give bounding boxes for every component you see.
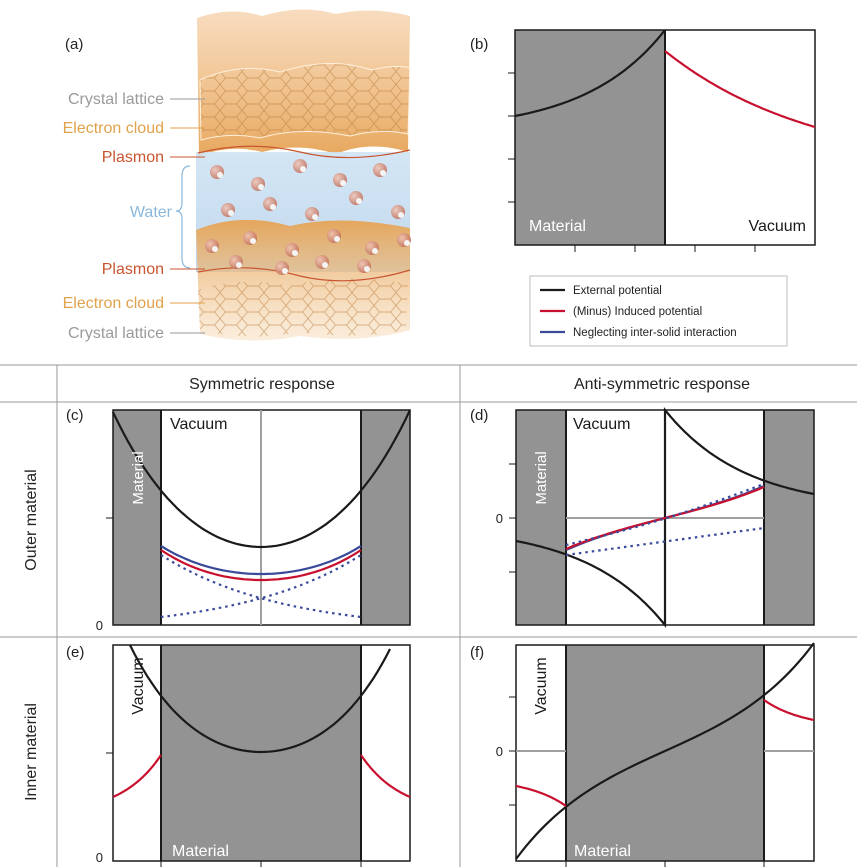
panel-c-material-left (113, 410, 161, 625)
water-molecule-hydrogen (282, 268, 288, 274)
water-molecule-hydrogen (258, 184, 264, 190)
legend-box (529, 275, 788, 347)
panel-e-induced-right (360, 754, 411, 798)
panel-d-neglect-dotted-lower (565, 526, 765, 557)
bottom-plasmon-line (197, 267, 411, 282)
top-plasmon-line (197, 145, 411, 159)
panel-b-external-potential (514, 29, 666, 118)
water-molecules (205, 159, 411, 275)
panel-b-material-region (515, 30, 665, 245)
row-outer-header: Outer material (23, 469, 40, 570)
label-plasmon-top: Plasmon (102, 149, 164, 166)
panel-f: (f) 0 Vacuum Material (470, 642, 815, 867)
panel-c-vacuum-label: Vacuum (170, 416, 228, 433)
panel-e-zero-label: 0 (96, 850, 103, 865)
col-antisymmetric-header: Anti-symmetric response (574, 376, 750, 393)
panel-f-external-potential (515, 642, 815, 860)
water-molecule-hydrogen (356, 198, 362, 204)
water-molecule-hydrogen (228, 210, 234, 216)
panel-f-material-label: Material (574, 843, 631, 860)
label-crystal-top: Crystal lattice (68, 91, 164, 108)
panel-d-zero-label: 0 (496, 511, 503, 526)
top-crystal-lattice (199, 63, 411, 141)
panel-c-neglect-dotted-right (160, 554, 362, 619)
col-symmetric-header: Symmetric response (189, 376, 335, 393)
water-molecule-hydrogen (404, 240, 410, 246)
water-molecule-hydrogen (292, 250, 298, 256)
panel-b: (b) Material Vacuum (470, 29, 816, 252)
panel-d-material-right (764, 410, 814, 625)
response-grid: Symmetric response Anti-symmetric respon… (0, 364, 857, 867)
panel-a-label: (a) (65, 36, 83, 53)
panel-f-induced-right (763, 699, 815, 722)
panel-c-neglect-dotted-left (160, 554, 362, 619)
water-molecule-hydrogen (398, 212, 404, 218)
water-molecule-hydrogen (212, 246, 218, 252)
panel-c: (c) 0 Vacuum Material (66, 407, 411, 633)
panel-b-material-label: Material (529, 218, 586, 235)
water-molecule-hydrogen (340, 180, 346, 186)
panel-c-material-label: Material (130, 451, 147, 504)
water-molecule-hydrogen (217, 172, 223, 178)
label-electron-bottom: Electron cloud (63, 295, 164, 312)
illustration-labels: Crystal lattice Electron cloud Plasmon W… (63, 91, 205, 342)
water-molecule-hydrogen (334, 236, 340, 242)
panel-e-label: (e) (66, 644, 84, 661)
panel-e-external-potential (129, 644, 391, 754)
panel-d-neglect-dotted-upper (565, 482, 765, 547)
panel-d-label: (d) (470, 407, 488, 424)
label-electron-top: Electron cloud (63, 120, 164, 137)
water-molecule-hydrogen (380, 170, 386, 176)
panel-f-vacuum-label: Vacuum (533, 657, 550, 715)
water-molecule-hydrogen (270, 204, 276, 210)
panel-d-material-label: Material (533, 451, 550, 504)
row-inner-header: Inner material (23, 703, 40, 801)
label-crystal-bottom: Crystal lattice (68, 325, 164, 342)
label-plasmon-bottom: Plasmon (102, 261, 164, 278)
legend-external: External potential (573, 285, 662, 297)
water-molecule-hydrogen (300, 166, 306, 172)
panel-b-induced-potential (664, 50, 816, 129)
legend-induced: (Minus) Induced potential (573, 306, 702, 318)
water-molecule-hydrogen (364, 266, 370, 272)
panel-c-material-right (361, 410, 410, 625)
panel-d-vacuum-label: Vacuum (573, 416, 631, 433)
panel-b-vacuum-label: Vacuum (748, 218, 806, 235)
panel-c-neglect-potential (160, 545, 362, 576)
legend: External potential (Minus) Induced poten… (529, 275, 788, 347)
water-molecule-hydrogen (250, 238, 256, 244)
panel-c-external-potential (112, 409, 411, 549)
panel-c-label: (c) (66, 407, 84, 424)
panel-f-label: (f) (470, 644, 484, 661)
panel-d: (d) 0 Vacuum Material (470, 406, 815, 629)
panel-c-zero-label: 0 (96, 618, 103, 633)
panel-a-illustration: (a) Crystal lattice Electron cloud Plasm… (63, 9, 411, 342)
water-molecule-hydrogen (312, 214, 318, 220)
panel-b-ticks (508, 72, 756, 252)
panel-e-induced-left (112, 754, 162, 798)
legend-neglect: Neglecting inter-solid interaction (573, 327, 737, 339)
panel-b-label: (b) (470, 36, 488, 53)
panel-e: (e) 0 Vacuum Material (66, 644, 411, 867)
water-molecule-hydrogen (372, 248, 378, 254)
panel-c-induced-potential (160, 549, 362, 582)
panel-d-material-left (516, 410, 566, 625)
water-molecule-hydrogen (236, 262, 242, 268)
panel-f-material-center (566, 645, 764, 861)
panel-e-material-label: Material (172, 843, 229, 860)
label-water: Water (130, 204, 173, 221)
water-molecule-hydrogen (322, 262, 328, 268)
bottom-crystal-lattice (198, 278, 408, 337)
panel-f-induced-left (515, 784, 567, 807)
panel-f-zero-label: 0 (496, 744, 503, 759)
panel-e-vacuum-label: Vacuum (130, 657, 147, 715)
